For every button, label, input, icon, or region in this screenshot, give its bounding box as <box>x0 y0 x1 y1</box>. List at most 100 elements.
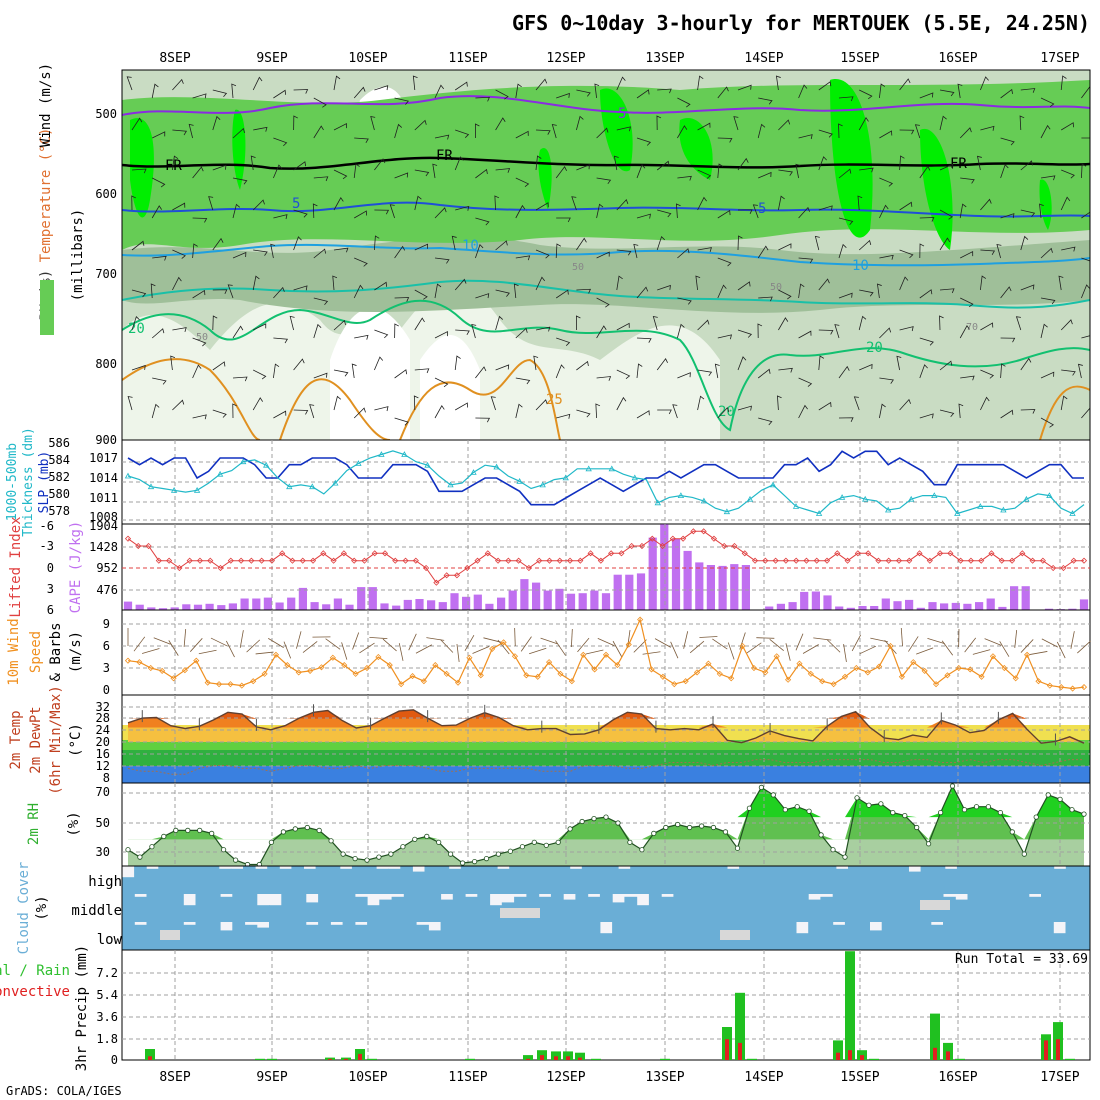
cloud-bar-high <box>896 866 909 894</box>
cloud-bar-low <box>489 922 503 950</box>
rh-color-key <box>40 280 54 335</box>
upper-wind-barb <box>333 247 349 253</box>
cape-bar <box>951 602 960 610</box>
cloud-bar-middle <box>367 905 380 922</box>
rh-point <box>388 851 394 857</box>
cloud-bar-low <box>183 924 197 950</box>
upper-wind-barb <box>535 202 549 211</box>
isotherm-25 <box>122 358 1090 440</box>
wind-barb <box>1029 651 1048 655</box>
svg-text:1000-500mb: 1000-500mb <box>5 443 20 521</box>
cape-bar <box>252 598 261 610</box>
cloud-bar-middle <box>465 896 478 922</box>
upper-wind-barb <box>652 316 658 331</box>
wind-speed-point <box>876 663 883 670</box>
cape-bar <box>776 603 785 610</box>
rh-point <box>842 854 848 860</box>
upper-wind-barb <box>212 164 227 171</box>
lifted-index-point <box>906 557 913 564</box>
wind-barb <box>408 633 417 651</box>
precip-convective-bar <box>540 1055 544 1060</box>
cloud-bar-low <box>465 922 478 950</box>
upper-wind-barb <box>859 89 873 100</box>
cape-bar <box>555 588 564 610</box>
cloud-bar-high <box>194 866 208 894</box>
cloud-bar-high <box>436 866 450 894</box>
rh-point <box>161 833 167 840</box>
upper-wind-barb <box>192 93 207 99</box>
cloud-bar-middle <box>538 896 552 922</box>
upper-wind-barb <box>717 334 732 340</box>
precip-convective-bar <box>526 1058 530 1060</box>
cape-bar <box>928 602 937 610</box>
upper-wind-barb <box>757 123 766 139</box>
upper-wind-barb <box>798 257 814 264</box>
upper-wind-barb <box>672 404 678 419</box>
upper-wind-barb <box>252 397 263 411</box>
upper-wind-barb <box>958 403 964 419</box>
upper-wind-barb <box>939 360 953 371</box>
lifted-index-point <box>1019 550 1026 557</box>
precip-tick-3-6: 3.6 <box>96 1010 118 1024</box>
rh-point <box>1033 814 1039 820</box>
cloud-bar-middle <box>759 894 772 922</box>
wind-barb <box>352 632 360 650</box>
upper-wind-barb <box>596 325 607 339</box>
wind-barb <box>642 651 661 655</box>
upper-wind-barb <box>289 315 295 331</box>
upper-wind-barb <box>636 286 649 299</box>
upper-wind-barb <box>737 209 753 214</box>
wind-barb <box>795 633 804 651</box>
cloud-bar-middle <box>256 905 270 922</box>
precip-label-convective: Convective <box>0 984 70 1000</box>
upper-wind-barb <box>250 155 256 171</box>
upper-wind-barb <box>919 413 934 419</box>
isotherm-20 <box>122 299 1090 432</box>
precip-convective-bar <box>344 1058 348 1060</box>
cape-bar <box>601 593 611 610</box>
upper-wind-barb <box>776 395 782 411</box>
wind-speed-point <box>989 653 997 660</box>
cloud-bar-low <box>293 922 307 950</box>
upper-wind-barb <box>899 78 911 91</box>
slp-thickness-panel: 586 584 582 580 578 1017 1014 1011 1008 … <box>5 427 1091 537</box>
upper-wind-barb <box>656 235 665 251</box>
thickness-tick-582: 582 <box>48 470 70 484</box>
cloud-bar-low <box>661 922 674 950</box>
lifted-index-point <box>279 550 286 557</box>
cape-bar <box>788 602 797 610</box>
cloud-bar-low <box>1053 933 1066 950</box>
cloud-bar-low <box>514 922 527 950</box>
cape-bar <box>1021 586 1030 610</box>
cloud-bar-high <box>1077 866 1091 894</box>
wind-barb <box>283 641 292 659</box>
upper-wind-barb <box>717 209 731 219</box>
cloud-bar-middle <box>563 899 576 922</box>
wind-barb <box>916 647 934 655</box>
upper-wind-barb <box>697 196 707 211</box>
upper-wind-barb <box>879 204 889 219</box>
cloud-bar-middle <box>771 894 785 922</box>
label-temperature: Temperature (°C) <box>38 128 54 263</box>
upper-wind-barb <box>293 161 307 171</box>
upper-wind-barb <box>980 322 994 331</box>
upper-wind-barb <box>394 297 410 302</box>
cloud-bar-high <box>848 866 861 894</box>
upper-wind-barb <box>152 177 166 188</box>
upper-wind-barb <box>959 203 967 219</box>
upper-wind-barb <box>192 243 198 259</box>
lifted-index-point <box>947 550 954 557</box>
upper-wind-barb <box>151 328 165 339</box>
wind-speed-point <box>238 682 245 689</box>
thickness-point <box>401 451 408 457</box>
cloud-bar-high <box>170 866 183 894</box>
upper-wind-barb <box>454 81 468 91</box>
lifted-index-point <box>957 557 964 564</box>
upper-wind-barb <box>312 203 318 219</box>
rh2m-panel-label-2: (%) <box>66 811 82 836</box>
label-20b: 20 <box>866 340 883 356</box>
lifted-index-point <box>813 557 820 564</box>
wind-speed-point <box>1012 675 1019 682</box>
upper-wind-barb <box>1061 169 1075 179</box>
lifted-index-point <box>351 557 358 564</box>
